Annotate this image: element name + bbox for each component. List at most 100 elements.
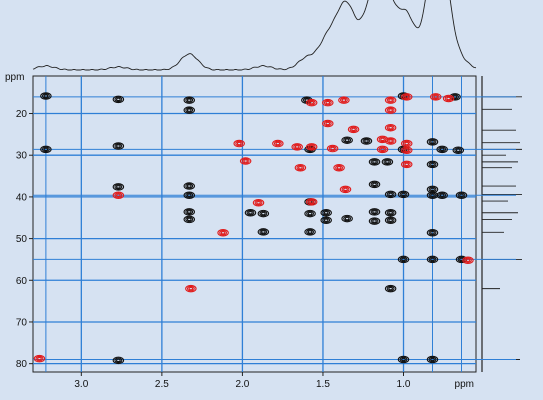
y-tick-label: 60 (16, 276, 28, 287)
negative-cross-peak (384, 106, 397, 114)
negative-cross-peak (347, 125, 360, 134)
positive-cross-peak (384, 208, 397, 217)
negative-cross-peak (239, 157, 252, 165)
negative-cross-peak (33, 354, 46, 363)
positive-cross-peak (368, 180, 381, 189)
positive-cross-peak (341, 214, 353, 223)
positive-cross-peak (426, 255, 439, 264)
positive-cross-peak (397, 355, 410, 364)
positive-cross-peak (341, 136, 353, 144)
top-projection-trace (32, 0, 477, 71)
negative-cross-peak (217, 229, 229, 237)
positive-cross-peak (320, 216, 332, 224)
positive-cross-peak (183, 215, 196, 224)
positive-cross-peak (257, 209, 270, 218)
negative-cross-peak (326, 144, 339, 153)
positive-cross-peak (384, 190, 397, 199)
y-tick-label: 80 (16, 359, 28, 370)
negative-cross-peak (305, 143, 318, 151)
positive-cross-peak (183, 182, 196, 190)
x-tick-label: 2.5 (155, 379, 169, 390)
x-tick-label: 2.0 (235, 379, 249, 390)
positive-cross-peak (426, 138, 439, 146)
cross-peaks (33, 92, 474, 365)
x-tick-label: 1.5 (316, 379, 330, 390)
positive-cross-peak (304, 209, 316, 218)
negative-cross-peak (338, 96, 350, 104)
negative-cross-peak (322, 119, 334, 128)
positive-cross-peak (381, 158, 394, 166)
negative-cross-peak (384, 137, 397, 145)
negative-cross-peak (252, 198, 265, 207)
negative-cross-peak (384, 96, 397, 104)
plot-area (33, 76, 476, 372)
positive-cross-peak (426, 229, 439, 237)
positive-cross-peak (304, 228, 316, 236)
grid (33, 76, 516, 372)
y-tick-label: 20 (16, 109, 28, 120)
y-axis: 20 30 40 50 60 70 80 (16, 109, 33, 370)
negative-cross-peak (462, 256, 474, 265)
positive-cross-peak (244, 208, 257, 217)
negative-cross-peak (333, 163, 345, 172)
negative-cross-peak (233, 139, 245, 148)
negative-cross-peak (322, 98, 334, 107)
y-tick-label: 40 (16, 192, 28, 203)
negative-cross-peak (400, 93, 413, 101)
positive-cross-peak (384, 216, 397, 224)
right-13c-projection (481, 76, 522, 372)
top-1h-projection (32, 0, 477, 71)
positive-cross-peak (436, 191, 448, 199)
negative-cross-peak (185, 284, 197, 293)
y-tick-label: 30 (16, 151, 28, 162)
negative-cross-peak (429, 93, 442, 101)
x-tick-label: 1.0 (397, 379, 411, 390)
positive-cross-peak (112, 356, 125, 365)
x-axis-unit: ppm (455, 379, 474, 390)
positive-cross-peak (183, 191, 196, 199)
negative-cross-peak (400, 146, 413, 154)
positive-cross-peak (426, 160, 439, 169)
negative-cross-peak (291, 143, 303, 151)
y-tick-label: 70 (16, 317, 28, 328)
negative-cross-peak (339, 185, 352, 194)
positive-cross-peak (426, 355, 439, 364)
positive-cross-peak (384, 284, 397, 293)
y-tick-label: 50 (16, 234, 28, 245)
positive-cross-peak (112, 95, 125, 104)
positive-cross-peak (40, 92, 52, 100)
positive-cross-peak (112, 142, 125, 150)
positive-cross-peak (320, 208, 332, 217)
positive-cross-peak (397, 190, 410, 199)
positive-cross-peak (426, 191, 439, 199)
negative-cross-peak (376, 145, 389, 154)
negative-cross-peak (305, 98, 318, 107)
positive-cross-peak (397, 255, 410, 264)
positive-cross-peak (112, 183, 125, 191)
negative-cross-peak (384, 123, 397, 132)
positive-cross-peak (183, 106, 196, 114)
positive-cross-peak (368, 217, 381, 225)
negative-cross-peak (272, 139, 284, 148)
positive-cross-peak (183, 96, 196, 104)
plot-frame (32, 75, 477, 373)
negative-cross-peak (112, 191, 125, 199)
x-axis: 3.0 2.5 2.0 1.5 1.0 (74, 372, 411, 390)
negative-cross-peak (400, 160, 413, 169)
negative-cross-peak (294, 163, 307, 172)
positive-cross-peak (257, 228, 270, 236)
positive-cross-peak (368, 208, 381, 216)
positive-cross-peak (360, 137, 373, 145)
positive-cross-peak (436, 145, 448, 154)
positive-cross-peak (455, 191, 468, 199)
negative-cross-peak (442, 94, 455, 103)
positive-cross-peak (183, 208, 196, 216)
positive-cross-peak (368, 158, 381, 166)
x-tick-label: 3.0 (74, 379, 88, 390)
positive-cross-peak (40, 145, 52, 154)
negative-cross-peak (305, 198, 318, 206)
positive-cross-peak (452, 146, 465, 154)
y-axis-unit: ppm (5, 72, 24, 83)
